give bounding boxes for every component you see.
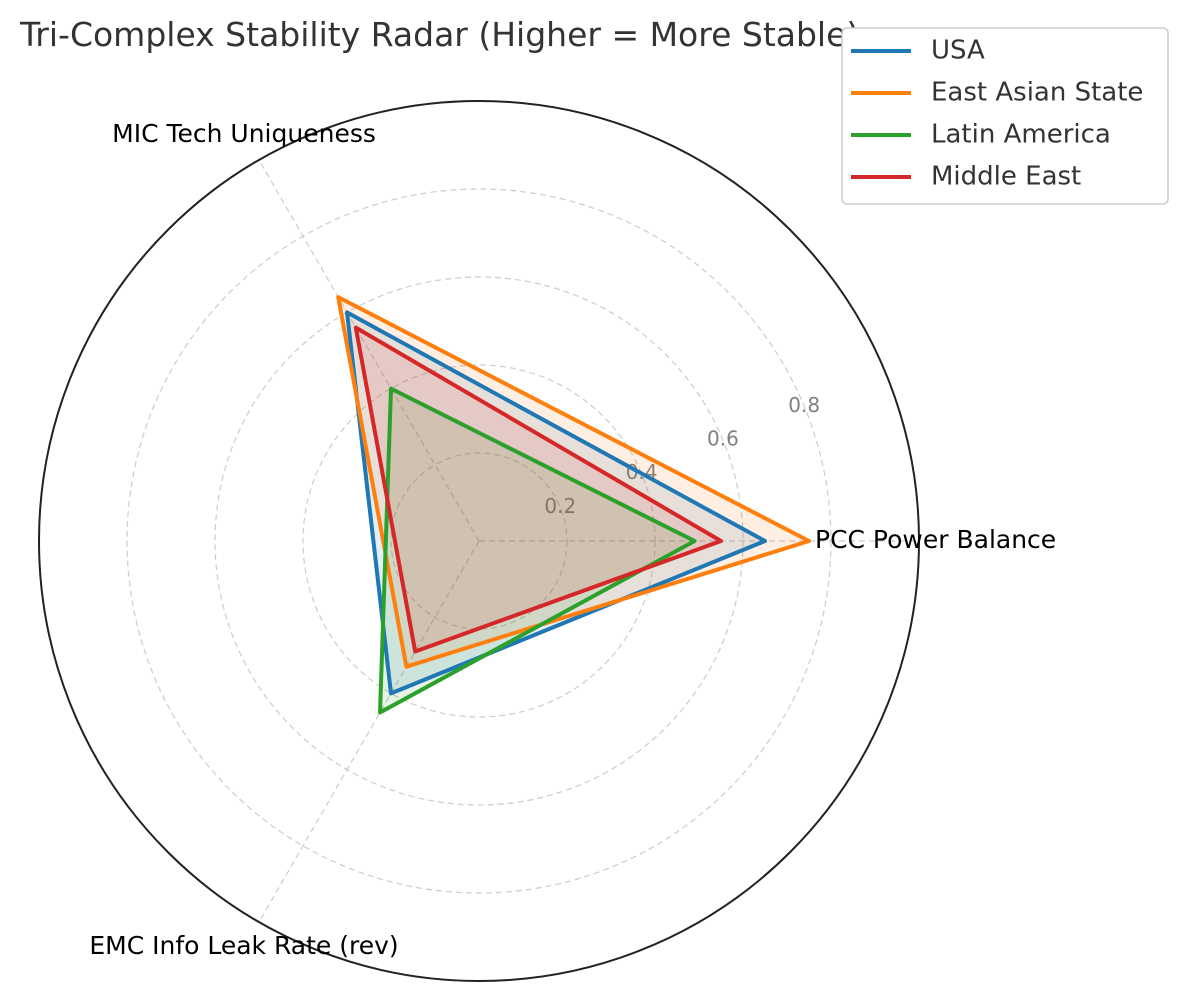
grid-circle: [390, 452, 568, 630]
legend: USA East Asian State Latin America Middle E…: [841, 27, 1169, 205]
outer-frame: [38, 100, 920, 982]
series-fill: [380, 388, 695, 713]
series-fill: [355, 327, 721, 652]
legend-entry: USA: [931, 36, 985, 66]
axis-label: EMC Info Leak Rate (rev): [89, 931, 398, 960]
legend-entry: Middle East: [931, 162, 1081, 192]
grid-circle: [214, 276, 744, 806]
r-tick-label: 0.6: [707, 426, 739, 450]
chart-title: Tri-Complex Stability Radar (Higher = Mo…: [19, 15, 859, 54]
r-tick-label: 0.2: [544, 494, 576, 518]
axis-labels: PCC Power Balance MIC Tech Uniqueness EMC …: [89, 119, 1056, 960]
radar-grid: 0.20.40.60.8: [38, 100, 920, 982]
spoke-line: [258, 540, 480, 923]
series-line: [336, 295, 811, 669]
legend-frame: [841, 27, 1169, 205]
series-line: [345, 310, 767, 696]
series-lines: [336, 295, 811, 715]
legend-entry: East Asian State: [931, 78, 1143, 108]
spoke-line: [258, 159, 480, 542]
grid-circle: [126, 188, 832, 894]
axis-label: MIC Tech Uniqueness: [112, 119, 376, 148]
series-fills: [338, 297, 809, 713]
series-line: [353, 325, 723, 654]
axis-label: PCC Power Balance: [815, 525, 1056, 554]
legend-entry: Latin America: [931, 120, 1111, 150]
grid-circle: [302, 364, 656, 718]
r-tick-label: 0.8: [788, 393, 820, 417]
series-fill: [347, 312, 765, 694]
series-line: [378, 386, 697, 715]
